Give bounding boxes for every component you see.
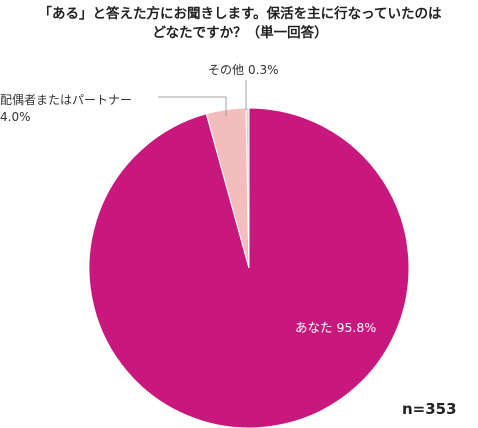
sample-size: n=353 (402, 400, 457, 418)
slice-label-name: あなた (295, 320, 333, 335)
leader-line (158, 96, 227, 116)
slice-label-value: 4.0% (0, 110, 31, 124)
slice-label: あなた 95.8% (295, 320, 376, 335)
slice-label-name: 配偶者またはパートナー (0, 93, 132, 107)
slice-label: その他 0.3% (208, 63, 279, 77)
chart-title: 「ある」と答えた方にお聞きします。保活を主に行なっていたのは (39, 5, 442, 22)
slice-label-value: 0.3% (248, 63, 279, 77)
slice-label-name: その他 (208, 63, 244, 77)
slice-label-value: 95.8% (337, 320, 377, 335)
chart-title: どなたですか？（単一回答） (152, 24, 327, 41)
